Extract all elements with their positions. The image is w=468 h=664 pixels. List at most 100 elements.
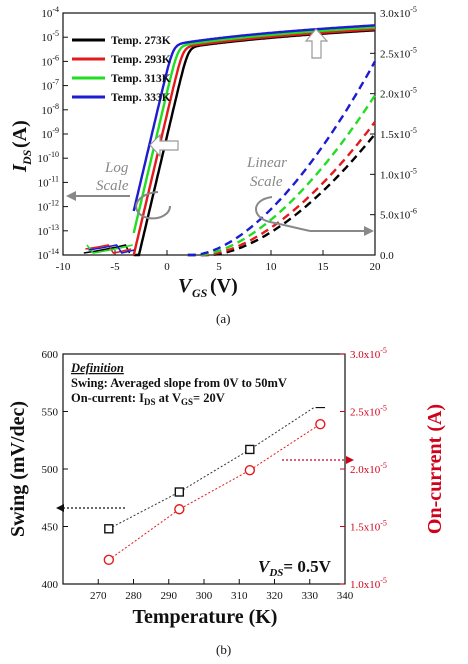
swing-point xyxy=(245,444,255,455)
definition-line-2-mid: at V xyxy=(156,391,181,405)
swing-point xyxy=(104,524,114,534)
caption-a: (a) xyxy=(216,311,230,326)
swing-axis-arrowhead-icon xyxy=(56,504,64,512)
definition-line-1: Swing: Averaged slope from 0V to 50mV xyxy=(71,376,287,390)
vds-label: VDS= 0.5V xyxy=(258,557,332,579)
definition-line-2-suffix: = 20V xyxy=(193,391,225,405)
x-tick-label-a: 5 xyxy=(216,261,222,273)
y2-tick-label-a: 2.5x10-5 xyxy=(380,45,417,60)
x-axis-title-var: V xyxy=(178,275,193,297)
legend-a: Temp. 273K Temp. 293K Temp. 313K Temp. 333K xyxy=(72,35,171,104)
y2-tick-label-b: 1.0x10-5 xyxy=(350,576,387,591)
y-tick-label-a: 10-9 xyxy=(41,126,59,141)
x-tick-label-a: 0 xyxy=(164,261,170,273)
y-tick-label-a: 10-10 xyxy=(37,150,59,165)
linear-scale-annotation: Linear Scale xyxy=(246,28,374,236)
y-tick-label-a: 10-12 xyxy=(37,199,59,214)
y2-tick-label-a: 3.0x10-5 xyxy=(380,5,417,20)
y-tick-label-b: 500 xyxy=(42,464,59,476)
y2-tick-label-b: 2.5x10-5 xyxy=(350,404,387,419)
panel-a: 10-1410-1310-1210-1110-1010-910-810-710-… xyxy=(9,5,417,326)
x-tick-label-a: -5 xyxy=(110,261,120,273)
x-tick-label-b: 300 xyxy=(196,590,213,602)
vds-label-var: V xyxy=(258,557,271,576)
log-arrow-icon xyxy=(149,133,179,158)
y2-tick-label-b: 3.0x10-5 xyxy=(350,346,387,361)
y-axis-title-var: I xyxy=(9,163,31,173)
x-axis-title-unit: (V) xyxy=(210,275,238,297)
x-axis-b: 270 280 290 300 310 320 330 340 xyxy=(90,579,354,602)
noise-floor-3 xyxy=(86,244,133,254)
x-tick-label-b: 280 xyxy=(125,590,142,602)
on-current-point xyxy=(244,464,256,476)
y-tick-label-b: 600 xyxy=(42,349,59,361)
y2-tick-label-a: 0.0 xyxy=(380,250,394,262)
x-tick-label-b: 270 xyxy=(90,590,107,602)
legend-label: Temp. 273K xyxy=(111,35,171,47)
y-axis-title-b-right: On-current (A) xyxy=(424,404,446,534)
y2-tick-label-a: 1.0x10-5 xyxy=(380,166,417,181)
y2-tick-label-b: 1.5x10-5 xyxy=(350,519,387,534)
log-curve-temp-333k xyxy=(132,24,376,212)
on-current-trend-line xyxy=(108,423,321,561)
x-tick-label-a: 15 xyxy=(318,261,330,273)
y2-tick-label-a: 1.5x10-5 xyxy=(380,126,417,141)
noise-floor-1 xyxy=(83,244,131,254)
y-axis-title-b-left: Swing (mV/dec) xyxy=(7,401,29,537)
log-curve-temp-313k xyxy=(132,26,375,234)
y-axis-title-a: I DS (A) xyxy=(9,120,34,173)
y-axis-title-unit: (A) xyxy=(9,120,31,148)
x-axis-title-sub: GS xyxy=(192,286,208,300)
linear-curl-arrow-icon xyxy=(255,196,311,232)
vds-label-sub: DS xyxy=(268,567,283,579)
caption-b: (b) xyxy=(216,642,231,657)
y-tick-label-a: 10-11 xyxy=(38,174,59,189)
y-tick-label-a: 10-13 xyxy=(37,223,59,238)
x-tick-label-a: -10 xyxy=(56,261,71,273)
y-axis-right-b: 1.0x10-5 1.5x10-5 2.0x10-5 2.5x10-5 3.0x10-5 xyxy=(340,346,387,591)
log-scale-annotation: Log Scale xyxy=(66,133,179,220)
log-curl-arrow-icon xyxy=(135,191,171,220)
linear-label: Linear xyxy=(246,155,287,171)
y-tick-label-a: 10-7 xyxy=(41,78,59,93)
series-points-b xyxy=(103,398,326,566)
x-tick-label-b: 290 xyxy=(161,590,178,602)
definition-line-2-sub2: GS xyxy=(181,397,193,407)
linear-curve-temp-313k xyxy=(187,94,377,257)
on-current-point xyxy=(315,418,326,430)
x-axis-title-a: V GS (V) xyxy=(178,275,238,300)
panel-b: 400 450 500 550 600 1.0x10-5 1.5x10-5 2.0x10-5… xyxy=(7,346,446,657)
log-curve-temp-293k xyxy=(132,28,375,256)
x-axis-a: -10 -5 0 5 10 15 20 xyxy=(56,250,381,273)
scale-label-left: Scale xyxy=(96,178,129,194)
swing-point xyxy=(174,487,185,497)
y2-tick-label-a: 2.0x10-5 xyxy=(380,86,417,101)
linear-curve-temp-333k xyxy=(187,60,377,257)
legend-label: Temp. 333K xyxy=(111,92,171,104)
x-tick-label-a: 10 xyxy=(266,261,278,273)
scale-label-right: Scale xyxy=(250,174,283,190)
definition-title: Definition xyxy=(70,361,124,375)
y-tick-label-b: 400 xyxy=(42,579,59,591)
on-current-point xyxy=(174,504,185,515)
up-arrow-icon xyxy=(304,28,329,59)
definition-box: Definition Swing: Averaged slope from 0V… xyxy=(66,357,332,407)
y-tick-label-a: 10-6 xyxy=(41,53,59,68)
y2-tick-label-a: 5.0x10-6 xyxy=(380,207,417,222)
y-axis-left-b: 400 450 500 550 600 xyxy=(42,349,68,591)
linear-curve-temp-273k xyxy=(187,133,376,257)
log-label: Log xyxy=(104,160,129,176)
log-left-arrowhead-icon xyxy=(66,191,76,201)
series-curves-a xyxy=(83,24,377,257)
plot-frame-a xyxy=(62,12,376,256)
y-axis-title-sub: DS xyxy=(20,149,34,166)
definition-line-2-sub1: DS xyxy=(144,397,156,407)
x-axis-title-b: Temperature (K) xyxy=(133,606,278,628)
x-tick-label-b: 310 xyxy=(231,590,248,602)
y-tick-label-b: 550 xyxy=(42,407,59,419)
linear-curve-temp-293k xyxy=(187,121,376,257)
definition-line-2: On-current: IDS at VGS= 20V xyxy=(71,391,225,407)
x-tick-label-b: 320 xyxy=(266,590,283,602)
on-current-point xyxy=(103,554,115,566)
